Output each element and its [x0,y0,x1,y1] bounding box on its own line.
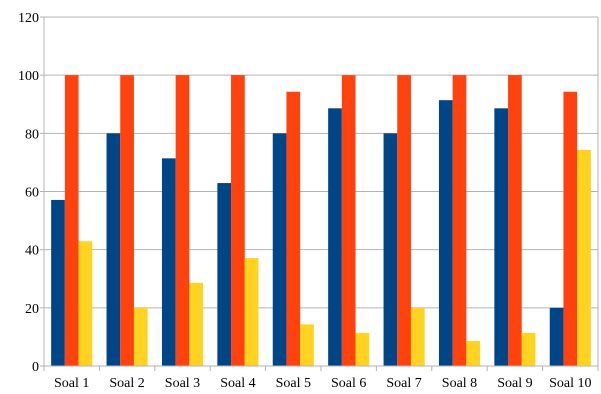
x-tick-label: Soal 2 [109,376,144,391]
y-tick-label: 80 [25,127,39,142]
y-tick-label: 40 [25,244,39,259]
bar-3-10 [577,150,591,366]
bar-3-4 [245,258,259,366]
bars [51,75,591,366]
bar-1-1 [51,200,65,366]
bar-2-5 [286,92,300,366]
bar-1-4 [217,183,231,366]
bar-2-3 [176,75,190,366]
bar-3-6 [356,333,370,366]
x-tick-label: Soal 10 [549,376,591,391]
bar-1-2 [107,133,121,366]
bar-1-6 [328,108,342,366]
bar-3-9 [522,333,536,366]
x-tick-label: Soal 5 [276,376,311,391]
bar-3-7 [411,308,425,366]
y-axis-tick-labels: 0 20 40 60 80 100 120 [18,11,39,375]
bar-2-9 [508,75,522,366]
x-tick-label: Soal 8 [442,376,477,391]
bar-3-3 [189,283,203,366]
x-tick-label: Soal 3 [165,376,200,391]
bar-1-7 [384,133,398,366]
bar-2-6 [342,75,356,366]
bar-2-8 [453,75,467,366]
bar-2-10 [563,92,577,366]
bar-3-2 [134,308,148,366]
x-tick-label: Soal 9 [497,376,532,391]
bar-2-2 [120,75,134,366]
y-tick-label: 120 [18,11,39,26]
bar-3-5 [300,324,314,366]
y-tick-label: 20 [25,302,39,317]
y-tick-label: 100 [18,69,39,84]
x-tick-label: Soal 7 [386,376,421,391]
bar-3-1 [79,241,93,366]
bar-3-8 [466,341,480,366]
bar-2-4 [231,75,245,366]
bar-2-1 [65,75,79,366]
y-tick-label: 0 [32,360,39,375]
bar-1-8 [439,100,453,366]
bar-1-10 [550,308,564,366]
x-tick-label: Soal 1 [54,376,89,391]
bar-1-9 [494,108,508,366]
x-axis-tick-labels: Soal 1 Soal 2 Soal 3 Soal 4 Soal 5 Soal 6 Soal… [54,376,591,391]
bar-1-5 [273,133,287,366]
y-tick-label: 60 [25,186,39,201]
x-tick-label: Soal 6 [331,376,366,391]
bar-1-3 [162,158,176,366]
x-tick-label: Soal 4 [220,376,255,391]
bar-2-7 [397,75,411,366]
